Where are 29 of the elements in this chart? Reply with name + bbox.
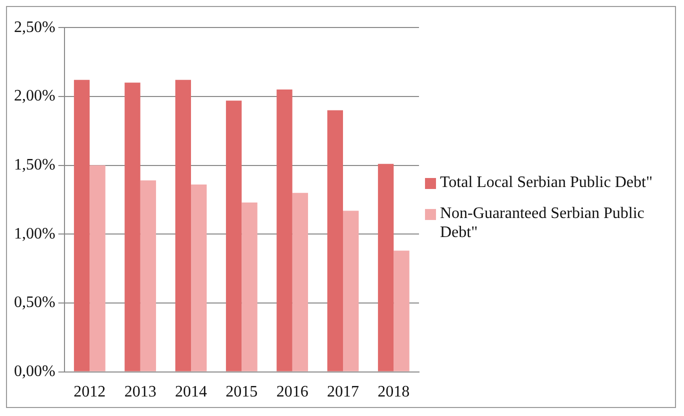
legend-label: Total Local Serbian Public Debt" bbox=[440, 172, 652, 192]
bar bbox=[394, 250, 410, 372]
bar bbox=[74, 80, 90, 372]
bar bbox=[190, 184, 207, 372]
x-tick-label: 2016 bbox=[276, 384, 308, 401]
y-tick-label: 1,00% bbox=[14, 225, 56, 242]
y-tick-label: 2,00% bbox=[14, 88, 56, 105]
bar bbox=[175, 80, 191, 372]
x-tick-label: 2017 bbox=[327, 384, 359, 401]
x-tick-label: 2014 bbox=[174, 384, 207, 401]
y-tick-label: 1,50% bbox=[14, 156, 56, 174]
bar bbox=[124, 82, 140, 372]
bar bbox=[292, 192, 308, 372]
bar bbox=[327, 110, 343, 372]
y-tick-label: 0,00% bbox=[14, 363, 56, 380]
bar bbox=[276, 90, 292, 372]
bar bbox=[140, 180, 156, 372]
bar bbox=[242, 202, 258, 372]
y-tick-label: 0,50% bbox=[14, 294, 56, 312]
legend-label: Non-Guaranteed Serbian Public Debt" bbox=[440, 204, 646, 242]
bar bbox=[226, 100, 242, 372]
x-tick-label: 2012 bbox=[74, 384, 106, 401]
x-tick-label: 2013 bbox=[124, 384, 156, 401]
x-tick-label: 2015 bbox=[226, 384, 258, 401]
bar bbox=[343, 210, 359, 372]
y-tick-label: 2,50% bbox=[14, 18, 56, 36]
x-tick-label: 2018 bbox=[378, 384, 410, 401]
bar bbox=[90, 165, 106, 372]
bar bbox=[378, 164, 394, 372]
